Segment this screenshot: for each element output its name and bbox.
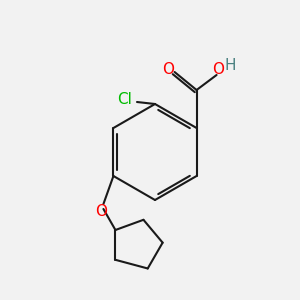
- Text: H: H: [225, 58, 236, 74]
- Text: O: O: [95, 205, 107, 220]
- Text: O: O: [213, 62, 225, 77]
- Text: O: O: [163, 61, 175, 76]
- Text: Cl: Cl: [118, 92, 132, 107]
